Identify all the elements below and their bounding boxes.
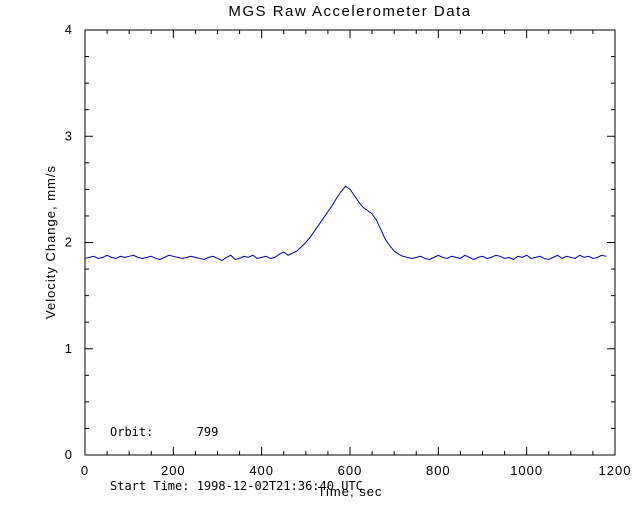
annotation-start-time: Start Time: 1998-12-02T21:36:40 UTC <box>110 479 363 493</box>
svg-text:0: 0 <box>65 447 73 462</box>
svg-text:800: 800 <box>426 463 451 478</box>
annotation-orbit: Orbit: 799 <box>110 425 219 439</box>
svg-text:1200: 1200 <box>599 463 632 478</box>
svg-text:1000: 1000 <box>510 463 543 478</box>
tick-marks <box>84 29 616 456</box>
svg-text:600: 600 <box>338 463 363 478</box>
svg-text:200: 200 <box>161 463 186 478</box>
chart-title: MGS Raw Accelerometer Data <box>228 3 471 20</box>
svg-text:1: 1 <box>65 341 73 356</box>
svg-text:2: 2 <box>65 235 73 250</box>
y-tick-labels: 0 1 2 3 4 <box>65 22 73 462</box>
y-axis-label: Velocity Change, mm/s <box>43 165 58 319</box>
svg-text:0: 0 <box>81 463 89 478</box>
svg-text:3: 3 <box>65 128 73 143</box>
x-tick-labels: 0 200 400 600 800 1000 1200 <box>81 463 632 478</box>
x-axis-label: Time, sec <box>318 484 383 499</box>
data-line <box>84 185 607 262</box>
svg-text:4: 4 <box>65 22 73 37</box>
annotation-block: Orbit: 799 Start Time: 1998-12-02T21:36:… <box>110 387 363 512</box>
svg-text:400: 400 <box>249 463 274 478</box>
